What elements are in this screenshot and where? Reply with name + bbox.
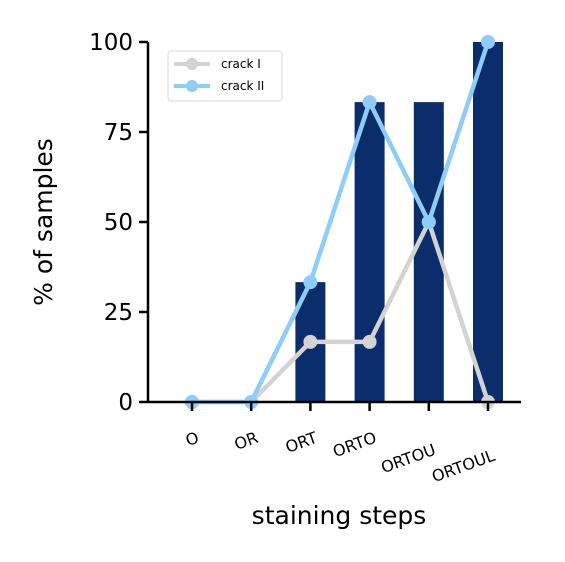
legend: crack I crack II: [167, 50, 283, 102]
legend-marker-crack-i: [186, 58, 198, 70]
point-crack-ii-ort: [303, 275, 318, 290]
x-tick-label: OR: [232, 428, 261, 454]
point-crack-ii-ortoul: [481, 35, 495, 49]
y-tick-label: 25: [104, 300, 133, 326]
x-tick-label: ORT: [283, 428, 320, 457]
y-axis-title: % of samples: [29, 138, 58, 306]
point-crack-ii-orto: [362, 95, 377, 110]
x-axis-title: staining steps: [252, 501, 427, 530]
legend-marker-crack-ii: [186, 80, 198, 92]
point-crack-i-orto: [362, 334, 377, 349]
y-tick-label: 50: [104, 210, 133, 236]
y-tick-label: 100: [89, 30, 133, 56]
x-tick-label: O: [183, 428, 201, 450]
y-tick-label: 0: [118, 390, 133, 416]
point-crack-ii-ortou: [421, 215, 436, 229]
x-tick-label: ORTO: [330, 428, 379, 461]
bar-orto: [354, 102, 385, 403]
bar-ortoul: [473, 42, 503, 402]
legend-label-crack-i: crack I: [221, 57, 261, 71]
x-tick-label: ORTOU: [378, 440, 438, 477]
y-tick-label: 75: [104, 120, 133, 146]
x-tick-label: ORTOUL: [429, 446, 497, 486]
point-crack-i-ort: [303, 334, 318, 349]
legend-label-crack-ii: crack II: [221, 79, 264, 93]
